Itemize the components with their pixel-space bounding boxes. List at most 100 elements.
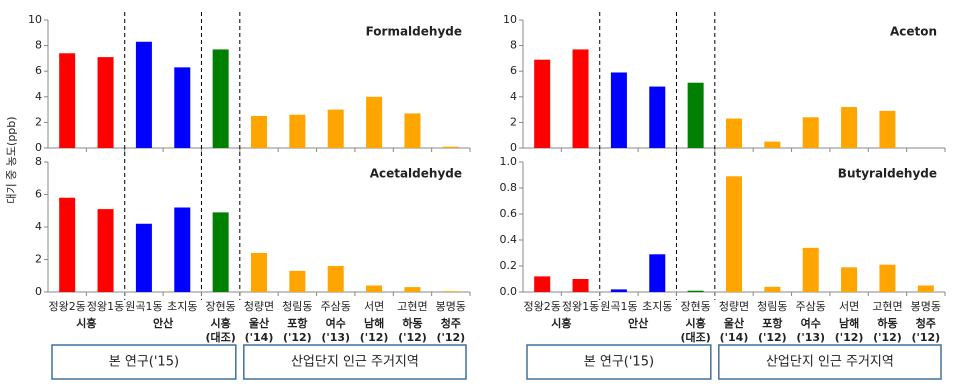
y-axis-label: 대기 중 농도(ppb) bbox=[5, 116, 18, 203]
x-tick-label: 장현동 bbox=[680, 300, 710, 313]
x-tick-label: 서면 bbox=[364, 300, 384, 313]
x-tick-label: 초지동 bbox=[642, 300, 672, 313]
x-tick-label: 청량면 bbox=[719, 300, 749, 313]
bar bbox=[572, 49, 589, 148]
y-tick-label: 1.0 bbox=[500, 155, 518, 168]
y-tick-label: 4 bbox=[35, 90, 42, 103]
bar bbox=[59, 53, 76, 148]
bar bbox=[327, 109, 344, 148]
bar bbox=[442, 291, 459, 292]
x-tick-label: 봉명동 bbox=[436, 300, 466, 313]
bar bbox=[841, 267, 858, 292]
group-label: 시흥 bbox=[551, 316, 571, 330]
bar bbox=[404, 287, 421, 292]
study-box-label: 본 연구('15) bbox=[109, 355, 179, 370]
x-tick-label: 정왕2동 bbox=[524, 300, 561, 313]
study-box-label: 산업단지 인근 주거지역 bbox=[291, 355, 419, 370]
group-label: 청주 bbox=[441, 316, 461, 330]
bar bbox=[802, 247, 819, 292]
bar bbox=[649, 86, 666, 148]
y-tick-label: 0 bbox=[510, 141, 517, 154]
panel-title: Acetaldehyde bbox=[370, 167, 462, 181]
y-tick-label: 10 bbox=[28, 13, 42, 26]
group-label: ('12) bbox=[436, 331, 465, 344]
bar bbox=[366, 285, 383, 292]
x-tick-label: 정왕1동 bbox=[562, 300, 599, 313]
bar bbox=[59, 197, 76, 292]
bar bbox=[366, 96, 383, 148]
group-label: 포항 bbox=[287, 316, 307, 330]
x-tick-label: 원곡1동 bbox=[600, 300, 637, 313]
bar bbox=[251, 253, 267, 292]
group-label: 남해 bbox=[839, 316, 859, 330]
bar bbox=[764, 286, 781, 292]
group-label: 여수 bbox=[801, 316, 821, 330]
y-tick-label: 2 bbox=[35, 253, 42, 266]
group-label: 하동 bbox=[877, 316, 897, 330]
y-tick-label: 0.4 bbox=[500, 233, 518, 246]
y-tick-label: 0.8 bbox=[500, 181, 518, 194]
bar bbox=[135, 223, 152, 292]
study-box-label: 본 연구('15) bbox=[584, 355, 654, 370]
x-tick-label: 정왕1동 bbox=[87, 300, 124, 313]
x-tick-label: 원곡1동 bbox=[125, 300, 162, 313]
group-label: 안산 bbox=[628, 316, 648, 330]
group-label: 울산 bbox=[724, 316, 744, 330]
bar bbox=[879, 264, 896, 292]
bar bbox=[327, 266, 344, 292]
y-tick-label: 10 bbox=[503, 13, 517, 26]
bar bbox=[212, 212, 229, 292]
group-label: 시흥 bbox=[76, 316, 96, 330]
study-box bbox=[526, 344, 712, 380]
x-tick-label: 봉명동 bbox=[911, 300, 941, 313]
group-label: 포항 bbox=[762, 316, 782, 330]
group-label: ('12) bbox=[911, 331, 940, 344]
bar bbox=[572, 279, 589, 292]
x-tick-label: 장현동 bbox=[205, 300, 235, 313]
bar bbox=[212, 49, 229, 148]
bar bbox=[917, 285, 934, 292]
group-label: 남해 bbox=[364, 316, 384, 330]
x-tick-label: 청림동 bbox=[282, 300, 312, 313]
group-label: 시흥 bbox=[686, 316, 706, 330]
x-tick-label: 서면 bbox=[839, 300, 859, 313]
x-tick-label: 정왕2동 bbox=[49, 300, 86, 313]
bar bbox=[135, 41, 152, 149]
y-tick-label: 6 bbox=[510, 64, 517, 77]
group-label: (대조) bbox=[205, 330, 235, 344]
x-tick-label: 주삼동 bbox=[321, 300, 351, 313]
study-box bbox=[718, 344, 942, 380]
bar bbox=[764, 141, 781, 148]
y-tick-label: 2 bbox=[510, 115, 517, 128]
group-label: 울산 bbox=[249, 316, 269, 330]
y-tick-label: 8 bbox=[35, 39, 42, 52]
bar bbox=[610, 289, 627, 292]
y-tick-label: 2 bbox=[35, 115, 42, 128]
bar bbox=[534, 276, 551, 292]
y-tick-label: 4 bbox=[510, 90, 517, 103]
group-label: ('12) bbox=[873, 331, 902, 344]
x-tick-label: 청림동 bbox=[757, 300, 787, 313]
panel-title: Butyraldehyde bbox=[838, 167, 937, 181]
bar bbox=[97, 209, 114, 292]
y-tick-label: 0.6 bbox=[500, 207, 518, 220]
group-label: (대조) bbox=[680, 330, 710, 344]
bar bbox=[404, 113, 421, 148]
x-tick-label: 주삼동 bbox=[796, 300, 826, 313]
bar bbox=[97, 57, 114, 149]
y-tick-label: 0 bbox=[35, 285, 42, 298]
y-tick-label: 0.0 bbox=[500, 285, 518, 298]
bar bbox=[174, 207, 191, 292]
group-label: ('13) bbox=[321, 331, 350, 344]
group-label: ('13) bbox=[796, 331, 825, 344]
bar bbox=[649, 254, 666, 292]
y-tick-label: 8 bbox=[35, 155, 42, 168]
bar bbox=[289, 114, 306, 148]
bar bbox=[174, 67, 191, 148]
bar bbox=[841, 107, 858, 148]
study-box-label: 산업단지 인근 주거지역 bbox=[766, 355, 894, 370]
bar bbox=[802, 117, 819, 148]
bar bbox=[289, 270, 306, 292]
group-label: ('14) bbox=[245, 331, 274, 344]
